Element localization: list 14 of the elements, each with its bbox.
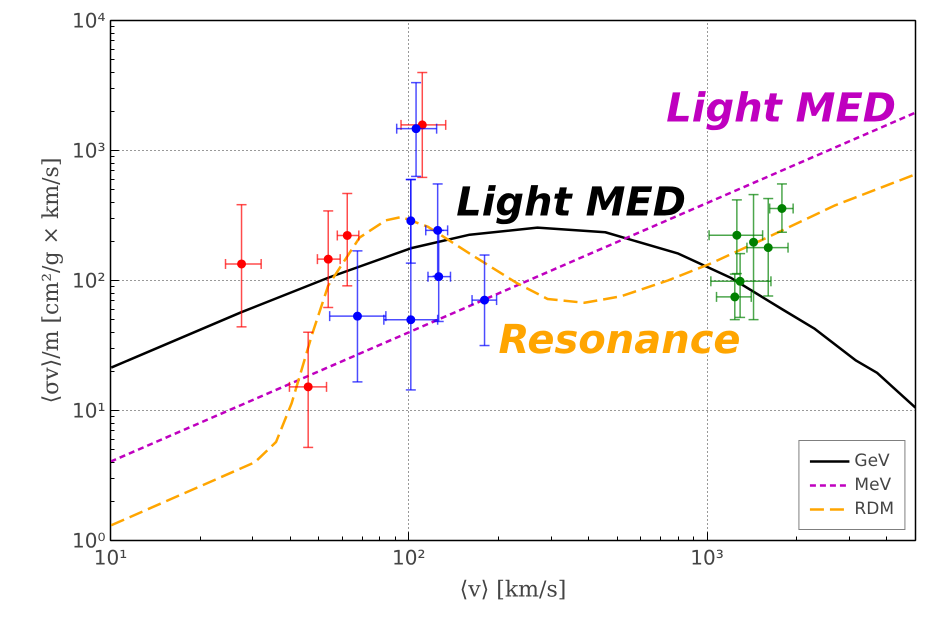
annotation: Light MED bbox=[666, 86, 896, 132]
x-axis-title: ⟨v⟩ [km/s] bbox=[460, 578, 566, 602]
y-tick-label: 10² bbox=[72, 268, 106, 292]
annotation: Light MED bbox=[456, 180, 686, 226]
legend-label: GeV bbox=[854, 451, 890, 471]
legend-label: RDM bbox=[854, 499, 894, 519]
y-axis-title: ⟨σv⟩/m [cm²/g × km/s] bbox=[39, 158, 64, 404]
x-tick-label: 10³ bbox=[690, 546, 724, 570]
y-tick-label: 10⁴ bbox=[72, 8, 106, 32]
y-tick-label: 10³ bbox=[72, 138, 106, 162]
x-tick-label: 10² bbox=[392, 546, 426, 570]
annotation: Resonance bbox=[498, 316, 741, 363]
legend-label: MeV bbox=[854, 475, 892, 495]
y-tick-label: 10¹ bbox=[72, 398, 106, 422]
